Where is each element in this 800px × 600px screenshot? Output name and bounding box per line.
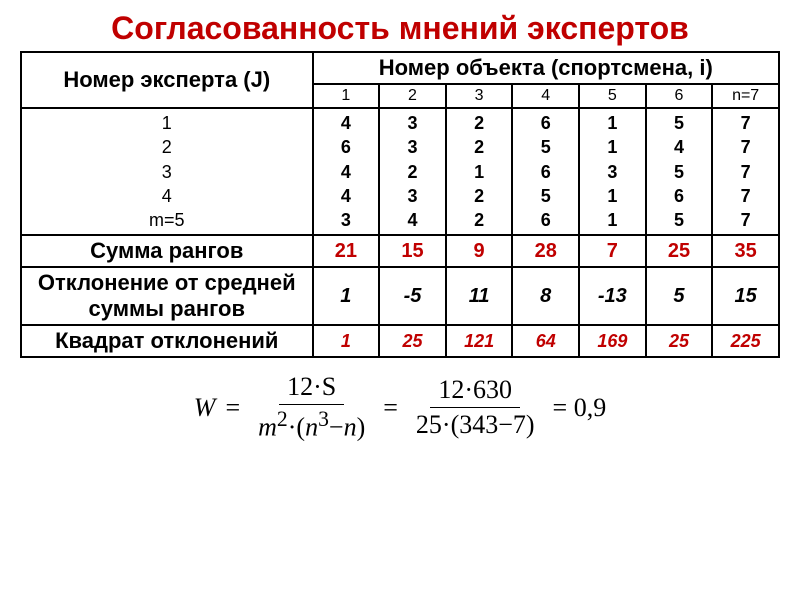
dev-cell: 1 xyxy=(313,267,380,325)
ranks-row: 1234m=5 46443 33234 22122 65656 11311 54… xyxy=(21,108,779,235)
header-expert: Номер эксперта (J) xyxy=(21,52,313,108)
col-label: 3 xyxy=(446,84,513,108)
sum-cell: 9 xyxy=(446,235,513,267)
col-label: n=7 xyxy=(712,84,779,108)
formula-num1: 12·S xyxy=(279,372,344,405)
rank-cell: 46443 xyxy=(313,108,380,235)
sqdev-label: Квадрат отклонений xyxy=(21,325,313,357)
sq-cell: 25 xyxy=(379,325,446,357)
sum-label: Сумма рангов xyxy=(21,235,313,267)
dev-cell: 5 xyxy=(646,267,713,325)
rank-cell: 65656 xyxy=(512,108,579,235)
col-label: 2 xyxy=(379,84,446,108)
sum-cell: 7 xyxy=(579,235,646,267)
dev-cell: -5 xyxy=(379,267,446,325)
header-object: Номер объекта (спортсмена, i) xyxy=(313,52,779,84)
col-label: 1 xyxy=(313,84,380,108)
sq-cell: 64 xyxy=(512,325,579,357)
sum-cell: 25 xyxy=(646,235,713,267)
col-label: 4 xyxy=(512,84,579,108)
sum-cell: 21 xyxy=(313,235,380,267)
formula-frac2: 12·630 25·(343−7) xyxy=(408,375,543,440)
formula-den1: m2·(n3−n) xyxy=(250,405,373,443)
sqdev-row: Квадрат отклонений 1 25 121 64 169 25 22… xyxy=(21,325,779,357)
sq-cell: 25 xyxy=(646,325,713,357)
sq-cell: 169 xyxy=(579,325,646,357)
dev-cell: 15 xyxy=(712,267,779,325)
sum-cell: 15 xyxy=(379,235,446,267)
rank-cell: 77777 xyxy=(712,108,779,235)
formula-eq2: = xyxy=(383,393,398,423)
formula-W: W xyxy=(194,393,216,423)
rank-cell: 22122 xyxy=(446,108,513,235)
rank-cell: 33234 xyxy=(379,108,446,235)
sum-cell: 28 xyxy=(512,235,579,267)
dev-cell: -13 xyxy=(579,267,646,325)
dev-cell: 11 xyxy=(446,267,513,325)
sum-row: Сумма рангов 21 15 9 28 7 25 35 xyxy=(21,235,779,267)
kendall-w-formula: W = 12·S m2·(n3−n) = 12·630 25·(343−7) =… xyxy=(20,372,780,443)
formula-frac1: 12·S m2·(n3−n) xyxy=(250,372,373,443)
ranks-table: Номер эксперта (J) Номер объекта (спортс… xyxy=(20,51,780,358)
formula-num2: 12·630 xyxy=(430,375,520,408)
formula-result: = 0,9 xyxy=(553,393,607,423)
page-title: Согласованность мнений экспертов xyxy=(20,10,780,47)
col-label: 6 xyxy=(646,84,713,108)
sum-cell: 35 xyxy=(712,235,779,267)
deviation-row: Отклонение от средней суммы рангов 1 -5 … xyxy=(21,267,779,325)
rank-cell: 54565 xyxy=(646,108,713,235)
formula-eq: = xyxy=(225,393,240,423)
rank-cell: 11311 xyxy=(579,108,646,235)
sq-cell: 121 xyxy=(446,325,513,357)
dev-cell: 8 xyxy=(512,267,579,325)
sq-cell: 1 xyxy=(313,325,380,357)
formula-den2: 25·(343−7) xyxy=(408,408,543,440)
experts-list: 1234m=5 xyxy=(21,108,313,235)
deviation-label: Отклонение от средней суммы рангов xyxy=(21,267,313,325)
col-label: 5 xyxy=(579,84,646,108)
sq-cell: 225 xyxy=(712,325,779,357)
